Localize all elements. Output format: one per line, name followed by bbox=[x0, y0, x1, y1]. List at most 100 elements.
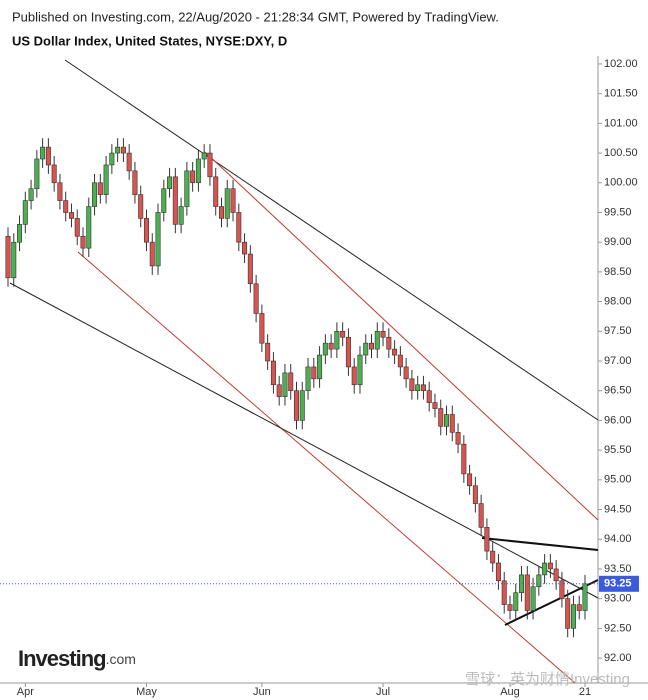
candle-body bbox=[74, 218, 80, 237]
x-tick-label: Aug bbox=[500, 686, 520, 698]
candle-body bbox=[461, 443, 467, 475]
candle-body bbox=[386, 336, 392, 350]
candle-body bbox=[542, 562, 548, 576]
candle-body bbox=[270, 360, 276, 386]
candle-body bbox=[45, 146, 51, 166]
candle-body bbox=[565, 598, 571, 629]
candle-body bbox=[40, 146, 46, 160]
candle-body bbox=[449, 414, 455, 433]
candle-body bbox=[397, 354, 403, 368]
candle-body bbox=[115, 146, 121, 154]
y-tick-label: 100.00 bbox=[604, 177, 638, 189]
candle-body bbox=[259, 313, 265, 344]
candle-body bbox=[438, 408, 444, 427]
candle-body bbox=[138, 194, 144, 219]
candle-body bbox=[57, 182, 63, 201]
y-tick-label: 93.00 bbox=[604, 593, 632, 605]
y-tick-label: 98.00 bbox=[604, 295, 632, 307]
candle-body bbox=[345, 336, 351, 368]
candle-body bbox=[253, 283, 259, 314]
candle-body bbox=[536, 574, 542, 588]
candle-body bbox=[236, 212, 242, 243]
y-tick-label: 102.00 bbox=[604, 58, 638, 70]
candle-body bbox=[97, 182, 103, 195]
candle-body bbox=[478, 503, 484, 528]
candle-body bbox=[507, 604, 513, 611]
y-tick-label: 99.50 bbox=[604, 206, 632, 218]
candle-body bbox=[288, 372, 294, 392]
candle-body bbox=[311, 366, 317, 380]
candle-body bbox=[524, 574, 530, 611]
candle-body bbox=[455, 431, 461, 445]
y-tick-label: 98.50 bbox=[604, 266, 632, 278]
candle-body bbox=[432, 402, 438, 409]
candle-body bbox=[317, 354, 323, 380]
candle-body bbox=[224, 188, 230, 219]
candle-body bbox=[242, 241, 248, 255]
trendline bbox=[77, 251, 576, 684]
candle-body bbox=[155, 212, 161, 267]
candle-body bbox=[299, 390, 305, 421]
logo-name: Investing bbox=[18, 646, 106, 671]
candle-body bbox=[143, 218, 149, 243]
candle-body bbox=[5, 235, 11, 279]
candle-body bbox=[570, 604, 576, 629]
candle-body bbox=[126, 152, 132, 172]
candle-body bbox=[334, 330, 340, 350]
candle-body bbox=[218, 206, 224, 219]
y-tick-label: 101.00 bbox=[604, 117, 638, 129]
candle-body bbox=[120, 146, 126, 154]
y-tick-label: 92.50 bbox=[604, 622, 632, 634]
candle-body bbox=[392, 348, 398, 356]
candle-body bbox=[92, 182, 98, 207]
candle-body bbox=[17, 224, 23, 243]
candle-body bbox=[230, 188, 236, 213]
candle-body bbox=[265, 342, 271, 362]
y-tick-label: 97.50 bbox=[604, 325, 632, 337]
candle-body bbox=[28, 188, 34, 201]
chart-title: US Dollar Index, United States, NYSE:DXY… bbox=[12, 33, 287, 48]
candle-body bbox=[132, 170, 138, 195]
candle-body bbox=[51, 164, 57, 184]
candle-body bbox=[582, 583, 588, 611]
candle-body bbox=[282, 372, 288, 397]
candle-body bbox=[501, 580, 507, 605]
candle-body bbox=[420, 384, 426, 392]
candle-body bbox=[530, 586, 536, 611]
y-tick-label: 92.00 bbox=[604, 652, 632, 664]
candle-body bbox=[380, 330, 386, 338]
y-tick-label: 93.50 bbox=[604, 563, 632, 575]
candle-body bbox=[409, 378, 415, 392]
candle-body bbox=[415, 384, 421, 392]
logo-suffix: .com bbox=[106, 651, 136, 667]
candle-body bbox=[276, 384, 282, 397]
candle-body bbox=[484, 527, 490, 552]
y-tick-label: 96.00 bbox=[604, 414, 632, 426]
trendline bbox=[204, 151, 599, 521]
watermark: 雪球：英为财情Investing bbox=[465, 670, 630, 688]
y-tick-label: 99.00 bbox=[604, 236, 632, 248]
y-tick-label: 96.50 bbox=[604, 385, 632, 397]
candle-body bbox=[472, 485, 478, 504]
candle-body bbox=[11, 241, 17, 279]
candle-body bbox=[190, 170, 196, 184]
y-tick-label: 101.50 bbox=[604, 88, 638, 100]
candle-body bbox=[513, 592, 519, 611]
candle-body bbox=[495, 562, 501, 582]
candle-body bbox=[576, 604, 582, 611]
candle-body bbox=[351, 366, 357, 386]
candle-body bbox=[63, 200, 69, 213]
trendline bbox=[9, 282, 599, 599]
candle-body bbox=[357, 354, 363, 386]
x-tick-label: May bbox=[136, 686, 157, 698]
candle-body bbox=[149, 241, 155, 267]
x-tick-label: Jun bbox=[253, 686, 271, 698]
candle-body bbox=[34, 158, 40, 190]
trendline bbox=[64, 59, 599, 421]
y-tick-label: 100.50 bbox=[604, 147, 638, 159]
candle-body bbox=[328, 342, 334, 350]
candle-body bbox=[172, 176, 178, 225]
x-tick-label: 21 bbox=[579, 686, 591, 698]
